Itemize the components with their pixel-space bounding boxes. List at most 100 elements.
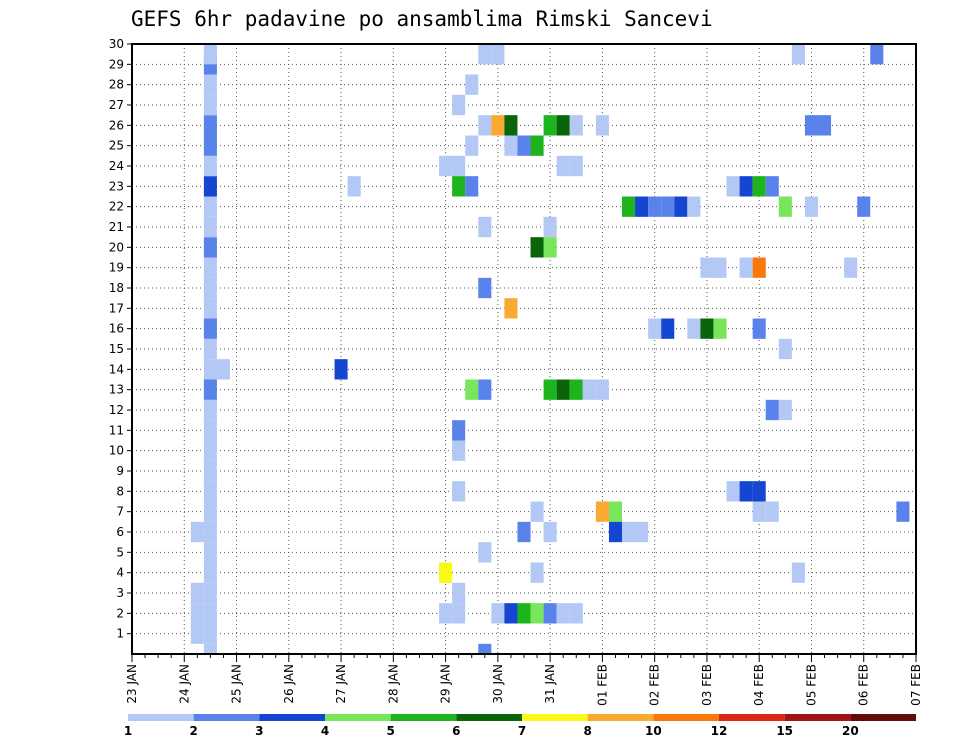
colorbar-swatch xyxy=(456,714,522,721)
heatmap-cell xyxy=(569,155,583,177)
heatmap-cell xyxy=(190,623,204,644)
heatmap-cell xyxy=(203,176,217,197)
heatmap-cell xyxy=(556,603,570,624)
heatmap-cell xyxy=(543,379,557,400)
heatmap-cell xyxy=(648,196,662,217)
heatmap-cell xyxy=(504,603,518,624)
heatmap-cell xyxy=(203,318,217,339)
heatmap-cell xyxy=(203,420,217,441)
heatmap-cell xyxy=(203,521,217,543)
heatmap-cell xyxy=(778,338,792,360)
heatmap-cell xyxy=(439,155,453,177)
heatmap-cell xyxy=(700,318,714,339)
heatmap-cell xyxy=(452,94,466,116)
heatmap-cell xyxy=(203,440,217,461)
x-tick-label: 03 FEB xyxy=(700,664,714,706)
heatmap-cell xyxy=(778,196,792,217)
y-tick-label: 8 xyxy=(116,484,124,498)
y-tick-label: 14 xyxy=(109,362,124,376)
heatmap-cell xyxy=(478,542,492,563)
heatmap-cell xyxy=(844,257,858,278)
heatmap-cell xyxy=(203,237,217,258)
heatmap-cell xyxy=(478,115,492,136)
colorbar-label: 7 xyxy=(518,724,526,738)
heatmap-cell xyxy=(569,115,583,136)
heatmap-cell xyxy=(543,115,557,136)
heatmap-cell xyxy=(478,216,492,238)
heatmap-cell xyxy=(517,135,531,156)
heatmap-cell xyxy=(687,196,701,217)
y-tick-label: 16 xyxy=(109,322,124,336)
heatmap-cell xyxy=(203,338,217,360)
heatmap-cell xyxy=(765,501,779,522)
chart-title: GEFS 6hr padavine po ansamblima Rimski S… xyxy=(131,7,713,31)
colorbar-swatch xyxy=(128,714,194,721)
heatmap-cell xyxy=(203,94,217,116)
heatmap-cell xyxy=(347,176,361,197)
heatmap-cell xyxy=(504,115,518,136)
heatmap-cell xyxy=(896,501,910,522)
colorbar-label: 12 xyxy=(711,724,728,738)
heatmap-cell xyxy=(478,643,492,654)
x-tick-label: 23 JAN xyxy=(125,664,139,704)
y-tick-label: 6 xyxy=(116,525,124,539)
heatmap-cell xyxy=(452,420,466,441)
colorbar-label: 3 xyxy=(255,724,263,738)
heatmap-cell xyxy=(726,481,740,502)
y-tick-label: 26 xyxy=(109,118,124,132)
heatmap-cell xyxy=(870,44,884,65)
heatmap-cell xyxy=(190,582,204,604)
colorbar-label: 20 xyxy=(842,724,859,738)
heatmap-cell xyxy=(203,44,217,65)
colorbar-swatch xyxy=(325,714,391,721)
heatmap-cell xyxy=(203,257,217,278)
heatmap-cell xyxy=(674,196,688,217)
x-tick-label: 26 JAN xyxy=(282,664,296,704)
colorbar-swatch xyxy=(653,714,719,721)
heatmap-cell xyxy=(203,643,217,654)
heatmap-cell xyxy=(465,74,479,95)
heatmap-cell xyxy=(713,257,727,278)
heatmap-cell xyxy=(452,603,466,624)
colorbar-label: 2 xyxy=(189,724,197,738)
y-tick-label: 4 xyxy=(116,566,124,580)
y-tick-label: 28 xyxy=(109,78,124,92)
heatmap-cell xyxy=(203,582,217,604)
colorbar-label: 8 xyxy=(583,724,591,738)
y-tick-label: 20 xyxy=(109,240,124,254)
heatmap-cell xyxy=(203,481,217,502)
heatmap-cell xyxy=(622,196,636,217)
heatmap-cell xyxy=(595,379,609,400)
heatmap-cell xyxy=(478,44,492,65)
heatmap-cell xyxy=(203,399,217,421)
y-tick-label: 27 xyxy=(109,98,124,112)
x-tick-label: 02 FEB xyxy=(648,664,662,706)
heatmap-cell xyxy=(190,521,204,543)
y-axis: 1234567891011121314151617181920212223242… xyxy=(109,37,132,641)
heatmap-cell xyxy=(739,257,753,278)
heatmap-cell xyxy=(452,440,466,461)
heatmap-cell xyxy=(804,115,818,136)
heatmap-cell xyxy=(478,277,492,299)
heatmap-cell xyxy=(190,603,204,624)
heatmap-cell xyxy=(818,115,832,136)
y-tick-label: 24 xyxy=(109,159,124,173)
x-tick-label: 27 JAN xyxy=(334,664,348,704)
heatmap-cell xyxy=(622,521,636,543)
heatmap-cell xyxy=(203,216,217,238)
colorbar-swatch xyxy=(587,714,654,721)
heatmap-cell xyxy=(203,277,217,299)
heatmap-cell xyxy=(569,379,583,400)
y-tick-label: 15 xyxy=(109,342,124,356)
colorbar-label: 5 xyxy=(386,724,394,738)
heatmap-cell xyxy=(452,176,466,197)
heatmap-cell xyxy=(543,237,557,258)
heatmap-cell xyxy=(465,379,479,400)
heatmap-cell xyxy=(478,379,492,400)
y-tick-label: 5 xyxy=(116,545,124,559)
heatmap-cell xyxy=(530,135,544,156)
y-tick-label: 30 xyxy=(109,37,124,51)
heatmap-cell xyxy=(439,562,453,583)
x-axis: 23 JAN 24 JAN 25 JAN 26 JAN 27 JAN 28 JAN 29 J… xyxy=(125,654,923,706)
